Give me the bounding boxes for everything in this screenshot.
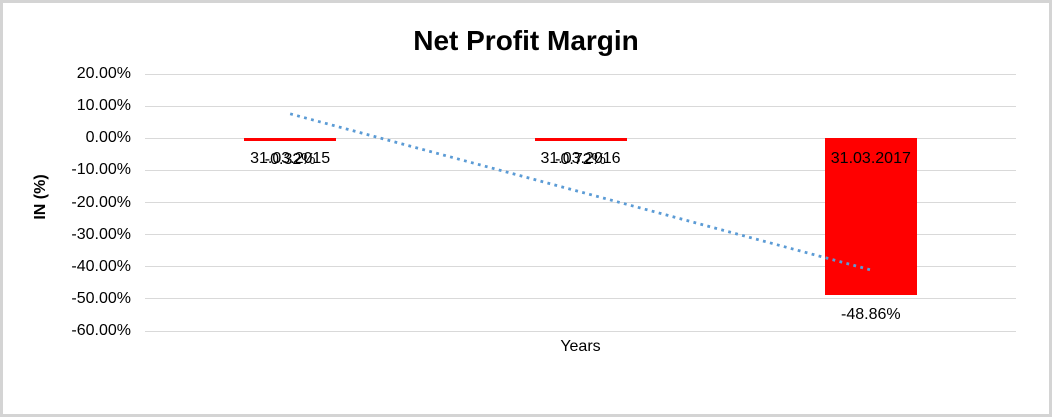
category-label: 31.03.2017 <box>830 150 911 168</box>
y-tick-label: 0.00% <box>85 129 131 147</box>
gridline <box>145 298 1016 300</box>
gridline <box>145 266 1016 268</box>
plot-area: 31.03.2015 -0.32% 31.03.2016 -0.72% 31.03.20… <box>145 73 1016 332</box>
trendline <box>289 112 872 272</box>
gridline <box>145 202 1016 203</box>
y-tick-label: -60.00% <box>71 322 131 339</box>
bar <box>824 138 917 296</box>
bar <box>534 138 627 141</box>
y-tick-label: -30.00% <box>71 225 131 243</box>
y-tick-label: -40.00% <box>71 257 131 275</box>
data-label: -0.72% <box>555 151 606 169</box>
category-label: 31.03.2016 <box>540 150 621 168</box>
category-label: 31.03.2015 <box>250 150 331 168</box>
gridline <box>145 234 1016 236</box>
y-tick-label: 10.00% <box>76 97 131 115</box>
data-label: -48.86% <box>841 305 901 323</box>
gridline <box>145 330 1016 332</box>
data-label: -0.32% <box>264 151 316 169</box>
bar <box>244 138 337 141</box>
x-axis-title: Years <box>560 338 601 355</box>
y-tick-label: -20.00% <box>71 193 131 211</box>
y-tick-label: -10.00% <box>71 161 131 179</box>
chart-title: Net Profit Margin <box>413 25 639 56</box>
gridline <box>145 105 1016 107</box>
y-tick-label: -50.00% <box>71 289 131 307</box>
y-tick-label: 20.00% <box>76 65 131 82</box>
gridline <box>145 169 1016 171</box>
gridline <box>145 73 1016 75</box>
